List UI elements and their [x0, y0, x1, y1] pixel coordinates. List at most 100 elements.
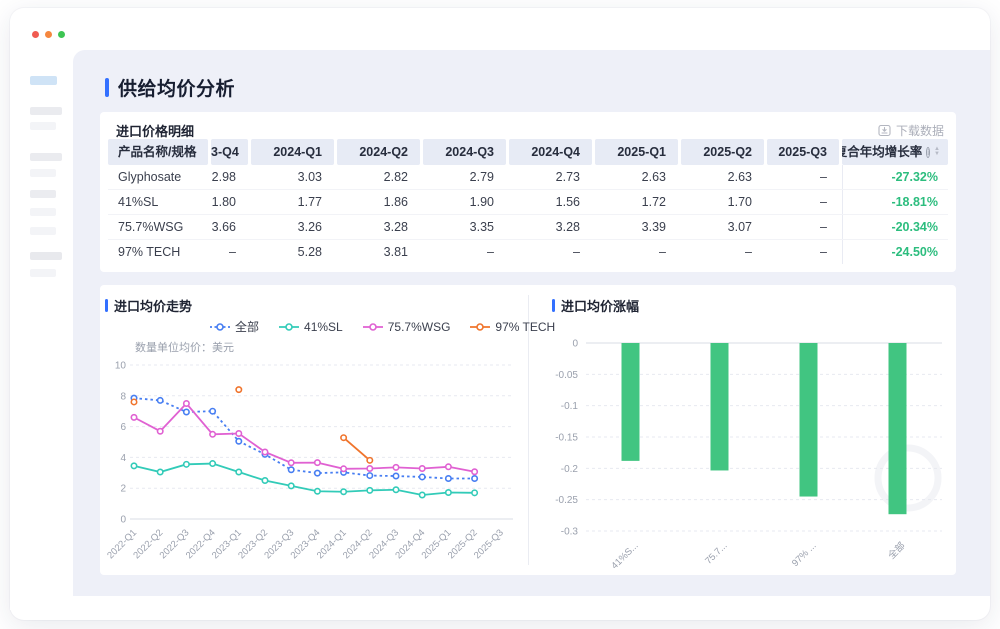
data-point-97% TECH [235, 386, 243, 394]
import-price-change-bar-chart: 0 -0.05 -0.1 -0.15 -0.2 -0.25 -0.3 41%S... 75.7.… [555, 339, 942, 568]
x-axis-tick-label: 97% ... [790, 540, 819, 568]
sidebar-item-placeholder [30, 190, 56, 198]
download-icon [878, 124, 891, 136]
x-axis-tick-label: 2025-Q3 [472, 527, 506, 561]
data-point-全部 [313, 469, 321, 477]
data-point-97% TECH [130, 398, 138, 406]
charts-divider [528, 295, 529, 565]
price-value-cell: 2.73 [555, 170, 580, 184]
data-point-75.7%WSG [261, 448, 269, 456]
data-point-全部 [392, 472, 400, 480]
column-header: 2024-Q4 [509, 139, 592, 165]
legend-marker-icon [470, 322, 491, 331]
data-point-全部 [471, 474, 479, 482]
data-point-75.7%WSG [392, 463, 400, 471]
data-point-97% TECH [366, 456, 374, 464]
cagr-value-cell: -27.32% [842, 165, 948, 189]
data-point-75.7%WSG [287, 459, 295, 467]
data-point-97% TECH [340, 434, 348, 442]
price-value-cell: 3.07 [727, 220, 752, 234]
data-point-全部 [209, 407, 217, 415]
column-header: 2024-Q3 [423, 139, 506, 165]
sidebar-item-active-placeholder [30, 76, 57, 85]
data-point-41%SL [130, 462, 138, 470]
price-value-cell: 1.56 [555, 195, 580, 209]
data-point-75.7%WSG [182, 399, 190, 407]
data-point-75.7%WSG [418, 464, 426, 472]
table-row: 41%SL 1.80 1.77 1.86 1.90 1.56 1.72 1.70 – -18.81… [108, 190, 948, 215]
cagr-info-icon[interactable]: i [926, 146, 931, 158]
data-point-75.7%WSG [313, 459, 321, 467]
window-controls [32, 31, 65, 38]
data-point-41%SL [392, 486, 400, 494]
price-value-cell: – [573, 245, 580, 259]
data-point-全部 [182, 408, 190, 416]
app-window: 供给均价分析 进口价格明细 下载数据 产品名称/规格 3-Q4 2024-Q1 202… [10, 8, 990, 620]
change-chart-title: 进口均价涨幅 [561, 299, 640, 314]
legend-item[interactable]: 97% TECH [470, 320, 555, 334]
price-value-cell: – [820, 195, 827, 209]
price-value-cell: 2.63 [727, 170, 752, 184]
price-value-cell: 1.80 [211, 195, 236, 209]
price-value-cell: 3.39 [641, 220, 666, 234]
cagr-value-cell: -20.34% [842, 215, 948, 239]
cagr-sort-icon[interactable]: ▲ ▼ [934, 146, 940, 157]
x-axis-tick-label: 41%S... [609, 540, 640, 568]
sidebar-item-placeholder [30, 169, 56, 177]
table-row: Glyphosate 2.98 3.03 2.82 2.79 2.73 2.63 2.63 – -… [108, 165, 948, 190]
y-axis-tick-label: 0 [572, 339, 578, 350]
price-value-cell: – [820, 245, 827, 259]
download-data-button[interactable]: 下载数据 [878, 122, 944, 139]
price-value-cell: – [229, 245, 236, 259]
data-point-75.7%WSG [156, 427, 164, 435]
column-header: 产品名称/规格 [108, 139, 208, 165]
data-point-全部 [235, 437, 243, 445]
sidebar [10, 50, 73, 610]
bar-75.7... [710, 343, 729, 471]
table-body: Glyphosate 2.98 3.03 2.82 2.79 2.73 2.63 2.63 – -… [108, 165, 948, 264]
close-window-button[interactable] [32, 31, 39, 38]
price-value-cell: 3.28 [383, 220, 408, 234]
change-chart-accent-bar [552, 299, 555, 312]
y-axis-tick-label: 0 [120, 515, 126, 526]
import-price-table-card: 进口价格明细 下载数据 产品名称/规格 3-Q4 2024-Q1 2024-Q2 202… [100, 112, 956, 272]
legend-item[interactable]: 75.7%WSG [362, 320, 450, 334]
line-series-41%SL [133, 462, 475, 496]
data-point-75.7%WSG [235, 430, 243, 438]
legend-item[interactable]: 全部 [210, 318, 259, 335]
price-value-cell: 1.77 [297, 195, 322, 209]
price-value-cell: 3.28 [555, 220, 580, 234]
y-axis-tick-label: 6 [120, 422, 126, 433]
minimize-window-button[interactable] [45, 31, 52, 38]
price-value-cell: 1.90 [469, 195, 494, 209]
sidebar-item-placeholder [30, 122, 56, 130]
price-value-cell: 1.86 [383, 195, 408, 209]
data-point-全部 [156, 396, 164, 404]
product-name-cell: 75.7%WSG [118, 220, 184, 234]
sidebar-item-placeholder [30, 227, 56, 235]
line-series-全部 [133, 397, 475, 480]
y-axis-tick-label: -0.05 [555, 370, 578, 381]
data-point-全部 [366, 472, 374, 480]
data-point-41%SL [418, 491, 426, 499]
x-axis-tick-label: 全部 [886, 540, 908, 562]
price-value-cell: 1.70 [727, 195, 752, 209]
column-header: 2024-Q1 [251, 139, 334, 165]
legend-label: 41%SL [304, 319, 343, 334]
product-name-cell: 41%SL [118, 195, 159, 209]
price-value-cell: – [820, 220, 827, 234]
product-name-cell: Glyphosate [118, 170, 182, 184]
table-row: 97% TECH – 5.28 3.81 – – – – – -24.50% [108, 240, 948, 264]
data-point-75.7%WSG [340, 465, 348, 473]
legend-item[interactable]: 41%SL [279, 320, 343, 334]
line-series-97% TECH [343, 437, 371, 462]
price-value-cell: 3.35 [469, 220, 494, 234]
price-value-cell: 2.82 [383, 170, 408, 184]
column-header: 3-Q4 [211, 139, 248, 165]
price-value-cell: 5.28 [297, 245, 322, 259]
data-point-41%SL [261, 477, 269, 485]
bar-41%S... [621, 343, 640, 461]
data-point-41%SL [156, 468, 164, 476]
maximize-window-button[interactable] [58, 31, 65, 38]
column-header-cagr: 复合年均增长率 i ▲ ▼ [842, 139, 948, 165]
